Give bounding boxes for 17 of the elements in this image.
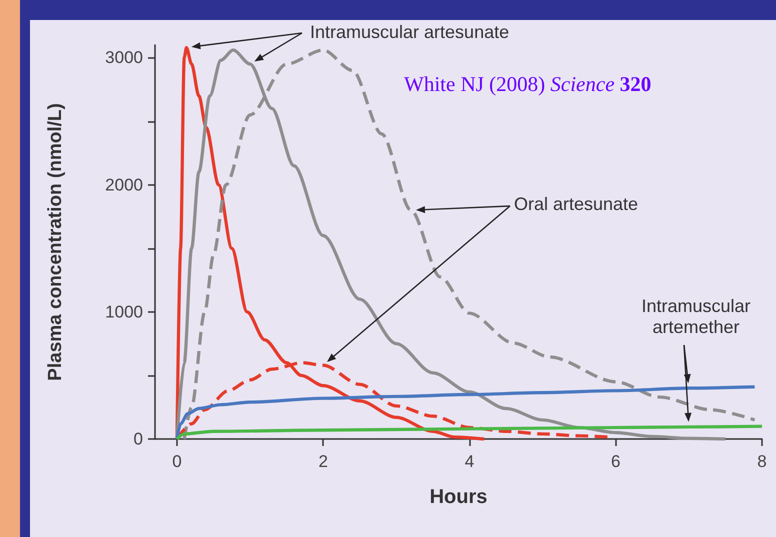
x-tick-label: 6 bbox=[611, 452, 620, 471]
line-series bbox=[175, 424, 764, 441]
line-series bbox=[175, 385, 756, 441]
y-tick-label: 3000 bbox=[105, 48, 143, 68]
text: Intramuscular artesunate bbox=[310, 22, 510, 43]
annotation: Intramuscular artemether bbox=[640, 296, 752, 338]
y-tick-label: 1000 bbox=[105, 302, 143, 322]
x-tick-label: 0 bbox=[172, 452, 182, 471]
annotation: Oral artesunate bbox=[514, 194, 638, 215]
x-tick-label: 4 bbox=[464, 452, 474, 471]
y-tick-label: 0 bbox=[134, 430, 143, 448]
y-tick-label: 2000 bbox=[105, 175, 143, 194]
annotation: White NJ (2008) Science 320 bbox=[404, 72, 652, 96]
x-tick-label: 8 bbox=[757, 452, 767, 471]
y-axis-title: Plasma concentration (nmol/L) bbox=[45, 103, 66, 381]
x-axis-title: Hours bbox=[430, 486, 488, 508]
x-tick-label: 2 bbox=[318, 452, 328, 471]
